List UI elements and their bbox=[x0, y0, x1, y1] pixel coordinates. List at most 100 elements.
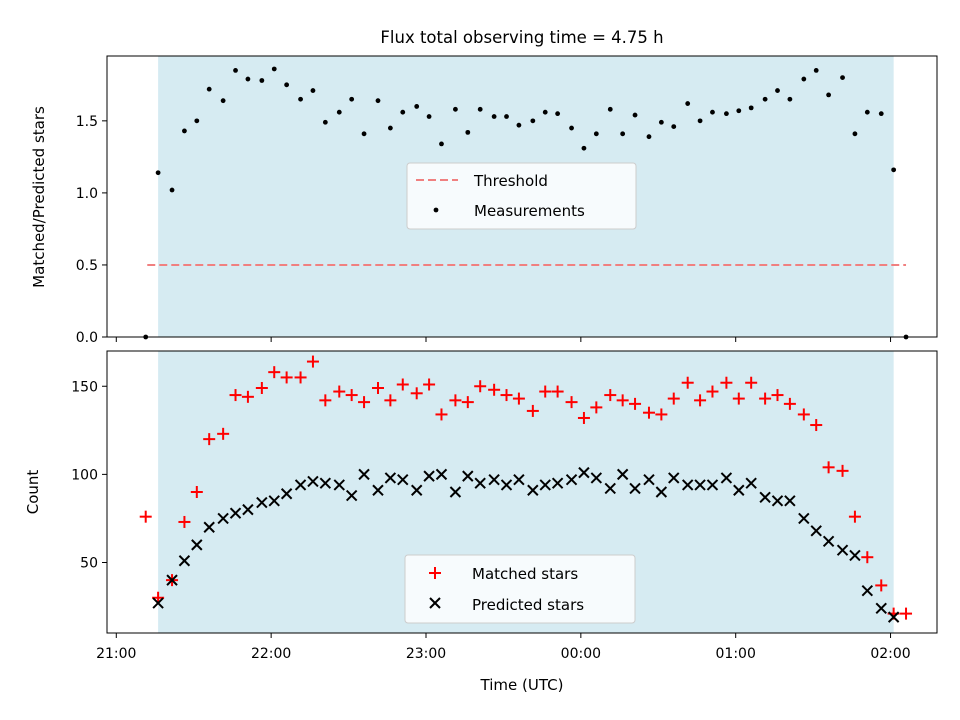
predicted-star-point bbox=[423, 470, 435, 482]
predicted-star-point bbox=[333, 479, 345, 491]
matched-star-point bbox=[667, 392, 680, 405]
measurement-point bbox=[439, 141, 444, 147]
predicted-star-point bbox=[590, 472, 603, 484]
threshold-legend-label: Threshold bbox=[473, 172, 548, 190]
measurement-point bbox=[581, 145, 587, 151]
count-legend: Matched stars Predicted stars bbox=[404, 554, 636, 624]
figure-title: Flux total observing time = 4.75 h bbox=[380, 28, 663, 47]
predicted-star-point bbox=[178, 555, 191, 567]
predicted-star-point bbox=[784, 495, 796, 507]
measurement-point bbox=[787, 96, 793, 102]
matched-star-point bbox=[822, 461, 835, 474]
matched-star-point bbox=[474, 380, 487, 393]
y-tick-label: 100 bbox=[71, 467, 98, 483]
matched-star-point bbox=[797, 408, 810, 421]
matched-star-point bbox=[294, 371, 307, 384]
matched-star-point bbox=[306, 355, 319, 368]
count-plot-marks bbox=[139, 355, 913, 623]
matched-star-point bbox=[229, 389, 242, 402]
y-tick-label: 50 bbox=[80, 556, 98, 572]
predicted-star-point bbox=[668, 472, 680, 484]
measurement-point bbox=[387, 125, 393, 131]
measurement-point bbox=[748, 105, 754, 111]
matched-star-point bbox=[500, 389, 513, 402]
predicted-star-point bbox=[539, 479, 551, 491]
predicted-star-point bbox=[229, 507, 242, 519]
matched-star-point bbox=[590, 401, 603, 414]
matched-star-point bbox=[694, 394, 707, 407]
predicted-star-point bbox=[771, 495, 784, 507]
predicted-star-point bbox=[256, 496, 268, 509]
matched-star-point bbox=[720, 376, 733, 389]
measurement-point bbox=[685, 101, 691, 106]
measurement-point bbox=[400, 109, 406, 115]
predicted-star-point bbox=[397, 473, 409, 486]
matched-star-point bbox=[190, 486, 203, 498]
matched-star-point bbox=[616, 394, 629, 407]
matched-star-point bbox=[759, 392, 772, 405]
predicted-star-point bbox=[203, 521, 215, 533]
matched-star-point bbox=[384, 394, 397, 407]
predicted-star-point bbox=[449, 486, 462, 498]
matched-star-point bbox=[551, 385, 564, 398]
matched-star-point bbox=[848, 510, 861, 523]
measurement-point bbox=[632, 112, 638, 118]
ratio-y-axis: 0.0 0.5 1.0 1.5 bbox=[76, 114, 107, 346]
matched-star-point bbox=[681, 376, 694, 389]
matched-star-point bbox=[449, 394, 462, 407]
predicted-star-point bbox=[681, 479, 694, 491]
matched-star-point bbox=[268, 366, 281, 379]
measurement-point bbox=[762, 96, 768, 102]
measurement-point bbox=[465, 129, 471, 135]
predicted-star-point bbox=[655, 486, 668, 498]
predicted-star-point bbox=[836, 544, 849, 556]
matched-star-point bbox=[875, 579, 888, 592]
predicted-star-point bbox=[280, 488, 293, 500]
predicted-star-point bbox=[887, 611, 900, 623]
predicted-legend-label: Predicted stars bbox=[472, 596, 584, 614]
measurement-point bbox=[336, 109, 342, 115]
predicted-star-point bbox=[694, 479, 706, 491]
measurement-point bbox=[891, 167, 897, 173]
measurement-point bbox=[271, 66, 277, 72]
measurement-point bbox=[259, 78, 265, 83]
measurement-point bbox=[310, 88, 316, 93]
x-tick-label: 02:00 bbox=[870, 646, 910, 662]
measurement-point bbox=[182, 128, 187, 134]
predicted-star-point bbox=[706, 479, 719, 491]
matched-star-point bbox=[139, 510, 152, 523]
predicted-star-point bbox=[294, 479, 307, 491]
x-axis-label: Time (UTC) bbox=[480, 676, 564, 694]
predicted-legend-swatch bbox=[429, 597, 441, 609]
matched-star-point bbox=[319, 394, 332, 407]
matched-star-point bbox=[371, 382, 384, 395]
measurement-point bbox=[414, 104, 420, 109]
matched-star-point bbox=[255, 382, 268, 395]
y-tick-label: 1.5 bbox=[76, 114, 98, 130]
measurement-point bbox=[852, 131, 858, 137]
measurement-point bbox=[620, 131, 626, 137]
matched-star-point bbox=[655, 408, 668, 421]
measurement-point bbox=[516, 122, 522, 128]
measurement-point bbox=[530, 118, 536, 124]
matched-star-point bbox=[358, 396, 371, 409]
measurement-point bbox=[322, 119, 328, 125]
ratio-plot-marks bbox=[143, 66, 909, 340]
matched-star-point bbox=[836, 464, 849, 477]
measurement-point bbox=[375, 98, 381, 104]
predicted-star-point bbox=[616, 468, 629, 481]
predicted-star-point bbox=[578, 466, 590, 479]
ratio-legend: Threshold Measurements bbox=[406, 162, 637, 230]
measurement-point bbox=[724, 111, 729, 117]
measurement-point bbox=[813, 68, 819, 73]
predicted-star-point bbox=[372, 484, 384, 496]
matched-legend-label: Matched stars bbox=[472, 565, 578, 583]
predicted-star-point bbox=[875, 602, 887, 615]
predicted-star-point bbox=[551, 477, 564, 489]
predicted-star-point bbox=[345, 489, 358, 502]
matched-star-point bbox=[642, 406, 655, 419]
measurement-point bbox=[349, 96, 355, 102]
ratio-panel: 0.0 0.5 1.0 1.5 Matched/Predicted stars Thr… bbox=[30, 55, 938, 346]
predicted-star-point bbox=[745, 477, 757, 489]
